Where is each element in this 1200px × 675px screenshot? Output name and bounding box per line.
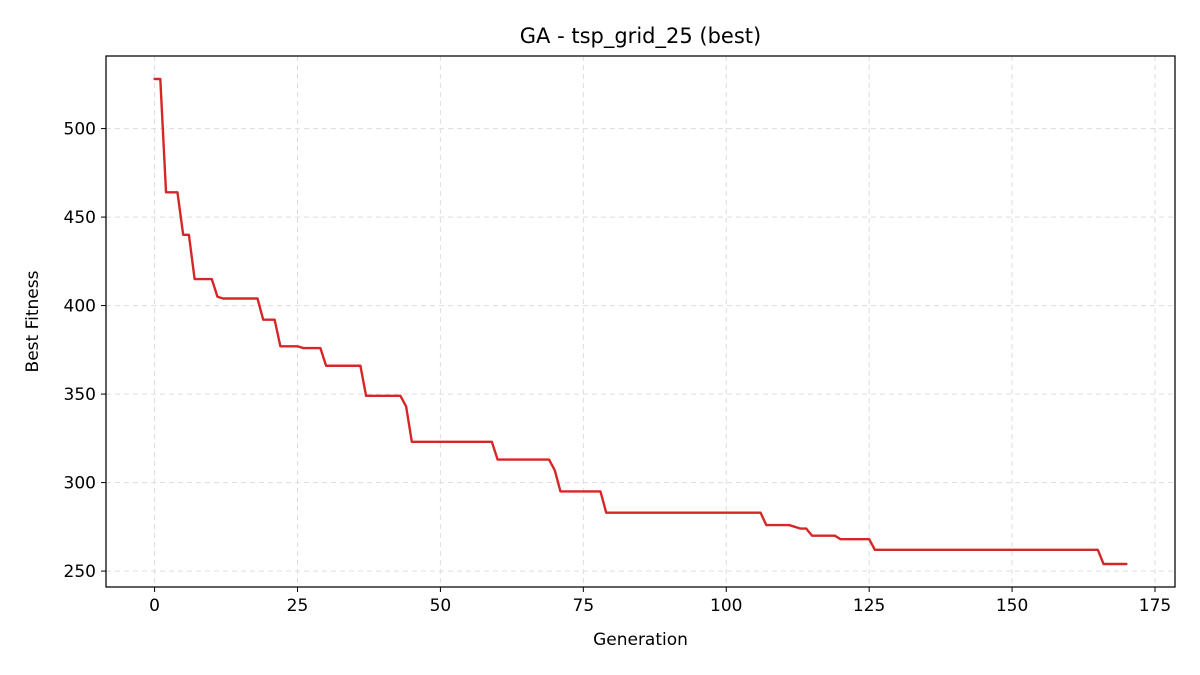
- chart-title: GA - tsp_grid_25 (best): [520, 24, 761, 49]
- x-tick-label: 150: [996, 596, 1028, 616]
- x-tick-label: 75: [573, 596, 595, 616]
- y-tick-label: 300: [64, 474, 96, 494]
- x-tick-label: 125: [853, 596, 885, 616]
- best-fitness-line: [153, 77, 1128, 566]
- x-axis-label: Generation: [593, 630, 688, 650]
- y-tick-label: 400: [64, 297, 96, 317]
- x-tick-label: 0: [149, 596, 160, 616]
- x-tick-label: 175: [1139, 596, 1171, 616]
- y-tick-label: 500: [64, 120, 96, 140]
- axis-ticks: 0 25 50 75 100 125 150 175 250 300 350 400 450 500: [64, 120, 1172, 616]
- y-tick-label: 350: [64, 385, 96, 405]
- x-tick-label: 100: [710, 596, 742, 616]
- x-tick-label: 50: [430, 596, 452, 616]
- series-line-layer: [153, 77, 1128, 566]
- x-tick-label: 25: [287, 596, 309, 616]
- grid-lines: [106, 56, 1175, 587]
- y-axis-label: Best Fitness: [23, 270, 43, 372]
- y-tick-label: 250: [64, 562, 96, 582]
- plot-area-frame: [105, 55, 1176, 588]
- y-tick-label: 450: [64, 208, 96, 228]
